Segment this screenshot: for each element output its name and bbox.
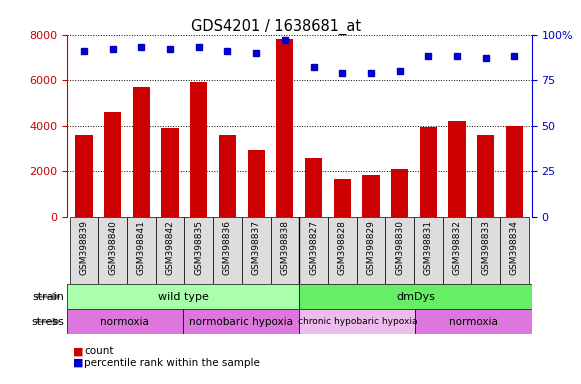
Bar: [305, 158, 322, 217]
Bar: [183, 309, 299, 334]
Bar: [127, 217, 156, 284]
Text: GSM398839: GSM398839: [80, 220, 88, 275]
Bar: [415, 309, 532, 334]
Bar: [271, 217, 299, 284]
Text: normoxia: normoxia: [101, 316, 149, 327]
Bar: [449, 121, 465, 217]
Text: GSM398840: GSM398840: [108, 220, 117, 275]
Bar: [477, 135, 494, 217]
Bar: [67, 284, 299, 309]
Bar: [276, 39, 293, 217]
Text: GSM398833: GSM398833: [481, 220, 490, 275]
Bar: [419, 127, 437, 217]
Bar: [299, 309, 415, 334]
Text: ■: ■: [73, 358, 83, 368]
Bar: [156, 217, 184, 284]
Bar: [219, 135, 236, 217]
Bar: [414, 217, 443, 284]
Text: GSM398829: GSM398829: [367, 220, 375, 275]
Text: count: count: [84, 346, 114, 356]
Bar: [162, 128, 179, 217]
Text: chronic hypobaric hypoxia: chronic hypobaric hypoxia: [297, 317, 417, 326]
Text: GSM398836: GSM398836: [223, 220, 232, 275]
Bar: [98, 217, 127, 284]
Bar: [190, 83, 207, 217]
Bar: [133, 87, 150, 217]
Text: GSM398838: GSM398838: [281, 220, 289, 275]
Text: GSM398834: GSM398834: [510, 220, 519, 275]
Text: GSM398832: GSM398832: [453, 220, 461, 275]
Text: GDS4201 / 1638681_at: GDS4201 / 1638681_at: [191, 19, 361, 35]
Bar: [471, 217, 500, 284]
Bar: [213, 217, 242, 284]
Bar: [357, 217, 385, 284]
Text: wild type: wild type: [157, 291, 209, 302]
Bar: [76, 135, 92, 217]
Bar: [391, 169, 408, 217]
Text: normobaric hypoxia: normobaric hypoxia: [189, 316, 293, 327]
Bar: [385, 217, 414, 284]
Bar: [184, 217, 213, 284]
Bar: [104, 112, 121, 217]
Bar: [443, 217, 471, 284]
Bar: [242, 217, 271, 284]
Bar: [299, 217, 328, 284]
Text: percentile rank within the sample: percentile rank within the sample: [84, 358, 260, 368]
Text: GSM398830: GSM398830: [395, 220, 404, 275]
Bar: [363, 175, 379, 217]
Bar: [70, 217, 98, 284]
Text: GSM398835: GSM398835: [194, 220, 203, 275]
Bar: [328, 217, 357, 284]
Text: ■: ■: [73, 346, 83, 356]
Text: GSM398841: GSM398841: [137, 220, 146, 275]
Bar: [299, 284, 532, 309]
Text: GSM398828: GSM398828: [338, 220, 347, 275]
Bar: [67, 309, 183, 334]
Bar: [333, 179, 351, 217]
Bar: [500, 217, 529, 284]
Text: strain: strain: [32, 291, 64, 302]
Bar: [506, 126, 523, 217]
Bar: [248, 150, 265, 217]
Text: GSM398827: GSM398827: [309, 220, 318, 275]
Text: GSM398842: GSM398842: [166, 220, 175, 275]
Text: dmDys: dmDys: [396, 291, 435, 302]
Text: GSM398837: GSM398837: [252, 220, 261, 275]
Text: stress: stress: [31, 316, 64, 327]
Text: normoxia: normoxia: [449, 316, 498, 327]
Text: GSM398831: GSM398831: [424, 220, 433, 275]
